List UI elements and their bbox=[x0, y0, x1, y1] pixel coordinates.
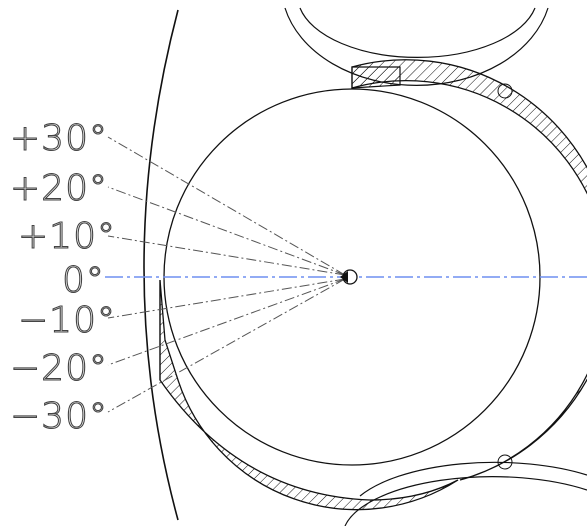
right-hatched-shell bbox=[351, 59, 587, 481]
label-minus20: −20° bbox=[10, 348, 108, 389]
ray-plus30 bbox=[107, 136, 346, 276]
label-plus20: +20° bbox=[10, 168, 108, 209]
lower-hole bbox=[497, 454, 513, 470]
outer-housing-arc bbox=[143, 9, 179, 521]
ray-minus20 bbox=[107, 278, 346, 366]
ray-minus30 bbox=[107, 278, 346, 413]
label-zero: 0° bbox=[62, 260, 105, 301]
ray-plus10 bbox=[107, 235, 346, 276]
label-minus30: −30° bbox=[10, 396, 108, 437]
label-plus10: +10° bbox=[18, 216, 116, 257]
bottom-ring bbox=[344, 461, 587, 526]
shell-top-tab bbox=[351, 66, 401, 89]
angle-rays bbox=[107, 136, 346, 413]
ray-plus20 bbox=[107, 186, 346, 276]
top-ring bbox=[284, 7, 549, 86]
label-minus10: −10° bbox=[18, 300, 116, 341]
bottom-hatched-shell bbox=[159, 279, 459, 511]
ray-minus10 bbox=[107, 278, 346, 319]
pivot-wedge bbox=[340, 271, 348, 283]
label-plus30: +30° bbox=[10, 118, 108, 159]
